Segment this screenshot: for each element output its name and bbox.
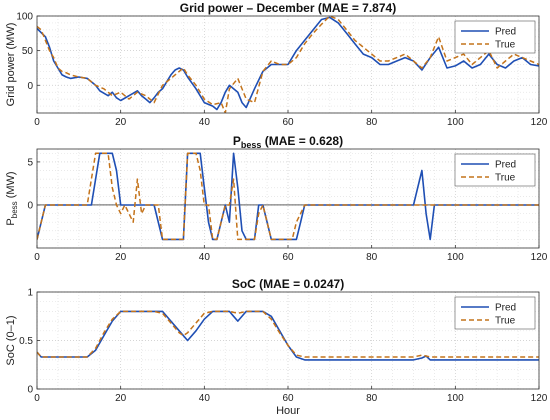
x-tick-label: 80 — [366, 117, 378, 128]
legend-label-pred: Pred — [495, 27, 516, 38]
x-tick-label: 40 — [199, 117, 211, 128]
y-tick-label: 0 — [27, 385, 33, 396]
legend-box — [454, 153, 536, 187]
y-tick-label: 0 — [27, 200, 33, 211]
x-tick-label: 0 — [34, 252, 40, 263]
legend-label-true: True — [495, 316, 516, 327]
chart-panel-2: 0 20 40 60 80 100 120 0 5 Pbess (MAE = 0.628) Pbes… — [5, 134, 548, 263]
chart-panel-3: 0 20 40 60 80 100 120 0 0.5 1 SoC (MAE = 0.0247) So… — [5, 277, 548, 404]
y-axis-label: SoC (0–1) — [5, 315, 17, 365]
x-tick-label: 120 — [531, 393, 548, 404]
x-tick-label: 100 — [447, 117, 464, 128]
x-tick-label: 80 — [366, 393, 378, 404]
legend-box — [454, 296, 536, 330]
x-tick-label: 80 — [366, 252, 378, 263]
legend-label-pred: Pred — [495, 303, 516, 314]
y-axis-label: Grid power (MW) — [5, 23, 17, 107]
y-axis-label: Pbess (MW) — [5, 171, 19, 225]
chart-panel-1: 0 20 40 60 80 100 120 0 50 100 Grid power – Decemb… — [5, 1, 548, 128]
x-tick-label: 60 — [282, 117, 294, 128]
legend: Pred True — [454, 296, 536, 330]
series-line-true — [37, 152, 539, 241]
chart-title: Pbess (MAE = 0.628) — [233, 134, 343, 150]
series-group — [37, 152, 539, 241]
x-tick-label: 60 — [282, 393, 294, 404]
legend: Pred True — [454, 20, 536, 54]
series-group — [37, 310, 539, 361]
y-tick-label: 0.5 — [19, 336, 33, 347]
x-tick-label: 120 — [531, 252, 548, 263]
x-tick-label: 20 — [115, 117, 127, 128]
y-tick-label: 50 — [22, 46, 34, 57]
legend-label-true: True — [495, 173, 516, 184]
x-tick-label: 40 — [199, 393, 211, 404]
x-tick-label: 20 — [115, 393, 127, 404]
x-tick-label: 100 — [447, 252, 464, 263]
y-tick-label: 1 — [27, 288, 33, 299]
x-tick-label: 20 — [115, 252, 127, 263]
chart-title: SoC (MAE = 0.0247) — [232, 277, 344, 291]
y-tick-label: 0 — [27, 81, 33, 92]
x-tick-label: 100 — [447, 393, 464, 404]
series-group — [37, 16, 539, 113]
legend-label-true: True — [495, 40, 516, 51]
x-tick-label: 0 — [34, 393, 40, 404]
x-tick-label: 0 — [34, 117, 40, 128]
legend: Pred True — [454, 153, 536, 187]
x-tick-label: 60 — [282, 252, 294, 263]
series-line-true — [37, 16, 539, 113]
x-axis-label: Hour — [276, 405, 300, 417]
x-tick-label: 120 — [531, 117, 548, 128]
y-tick-label: 5 — [27, 157, 33, 168]
legend-label-pred: Pred — [495, 160, 516, 171]
y-tick-label: 100 — [16, 12, 33, 23]
x-tick-label: 40 — [199, 252, 211, 263]
chart-title: Grid power – December (MAE = 7.874) — [180, 1, 396, 15]
legend-box — [454, 20, 536, 54]
